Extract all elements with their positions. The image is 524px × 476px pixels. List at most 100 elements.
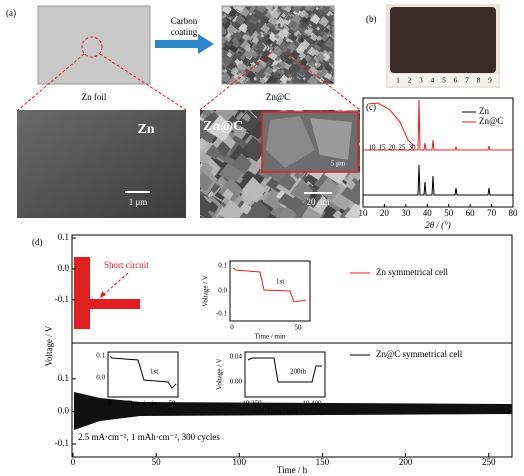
grain — [280, 6, 285, 11]
grain — [327, 69, 332, 75]
grain — [238, 37, 244, 43]
inset-note: 1st — [150, 368, 158, 376]
zoom-line — [99, 53, 187, 111]
grain — [200, 172, 213, 192]
grain — [245, 119, 266, 140]
inset-tick: 15 — [379, 144, 387, 152]
zn-foil-image — [37, 5, 151, 85]
grain — [222, 71, 231, 83]
grain — [291, 76, 301, 84]
zn-trace — [74, 257, 90, 329]
grain — [287, 55, 292, 60]
legend-label: Zn@C symmetrical cell — [376, 349, 463, 359]
grain — [306, 46, 317, 57]
grain — [222, 17, 228, 25]
grain — [248, 11, 253, 16]
inset-tick: -0.1 — [216, 310, 228, 318]
ruler-number: 9 — [488, 77, 492, 85]
panel-label: (b) — [366, 14, 377, 24]
grain — [227, 6, 238, 17]
grain — [254, 65, 262, 73]
grain — [245, 65, 251, 71]
grain — [242, 47, 254, 60]
grain — [308, 60, 316, 68]
grain — [213, 110, 239, 124]
grain — [329, 29, 333, 34]
grain — [324, 38, 334, 49]
x-tick-label: 200 — [399, 457, 413, 467]
ruler — [388, 74, 498, 86]
grain — [324, 63, 333, 72]
grain — [292, 24, 303, 34]
inset-tick: 20 — [389, 144, 397, 152]
zoom-circle — [81, 36, 103, 58]
ruler-number: 4 — [431, 77, 435, 85]
grain — [272, 45, 283, 57]
scale-label: 1 μm — [129, 197, 148, 207]
grain — [246, 21, 258, 33]
y-tick-label: 0.0 — [58, 263, 70, 273]
inset-frame — [107, 351, 179, 398]
grain — [200, 151, 212, 166]
xrd-trace — [363, 99, 513, 151]
grain — [329, 75, 334, 83]
grain — [278, 205, 297, 218]
grain — [306, 45, 312, 50]
grain — [323, 27, 330, 34]
grain — [281, 12, 286, 18]
inset-tick: 10 350 — [242, 400, 262, 408]
grain — [262, 67, 267, 72]
grain — [298, 51, 306, 60]
grain — [273, 6, 279, 10]
grain — [237, 50, 242, 55]
grain — [246, 70, 256, 81]
conditions: 2.5 mA·cm⁻², 1 mAh·cm⁻², 300 cycles — [78, 432, 220, 442]
grain — [232, 125, 247, 140]
grain — [258, 53, 263, 58]
x-tick-label: 80 — [509, 208, 519, 218]
grain — [265, 74, 271, 80]
coated-label: Zn@C — [266, 92, 290, 102]
grain — [206, 114, 234, 142]
grain — [286, 6, 292, 9]
grain — [239, 176, 266, 203]
grain — [205, 144, 221, 160]
grain — [200, 138, 207, 150]
grain — [288, 31, 298, 42]
inset-tick: 0 — [108, 400, 112, 408]
y-axis-label: Voltage / V — [44, 325, 54, 366]
grain — [302, 76, 306, 81]
plot-frame — [71, 234, 513, 458]
x-tick-label: 30 — [401, 208, 411, 218]
inset-tick: 0.0 — [96, 374, 105, 382]
grain — [275, 62, 282, 69]
grain — [257, 18, 262, 23]
grain — [295, 44, 306, 54]
grain — [222, 53, 233, 65]
grain — [291, 63, 301, 73]
grain — [260, 59, 267, 67]
y-tick-label: -0.1 — [55, 294, 69, 304]
y-tick-label: 0.1 — [58, 232, 69, 242]
inset-trace — [109, 355, 177, 389]
panel-label: (a) — [6, 8, 16, 18]
grain — [316, 177, 341, 201]
grain — [320, 48, 325, 53]
grain — [317, 65, 324, 71]
grain — [318, 30, 325, 36]
grain — [241, 112, 251, 122]
grain — [255, 75, 261, 80]
grain — [275, 55, 281, 62]
grain — [296, 33, 301, 38]
grain — [344, 201, 360, 218]
grain — [239, 59, 244, 65]
inset-trace — [232, 267, 307, 303]
inset-note: 1st — [276, 278, 284, 286]
grain — [318, 16, 330, 27]
grain — [277, 172, 297, 191]
grain — [243, 157, 262, 176]
grain — [226, 61, 235, 71]
scale-label: 20 μm — [306, 197, 329, 207]
grain — [279, 41, 289, 51]
inset-tick: 0 — [230, 324, 234, 332]
